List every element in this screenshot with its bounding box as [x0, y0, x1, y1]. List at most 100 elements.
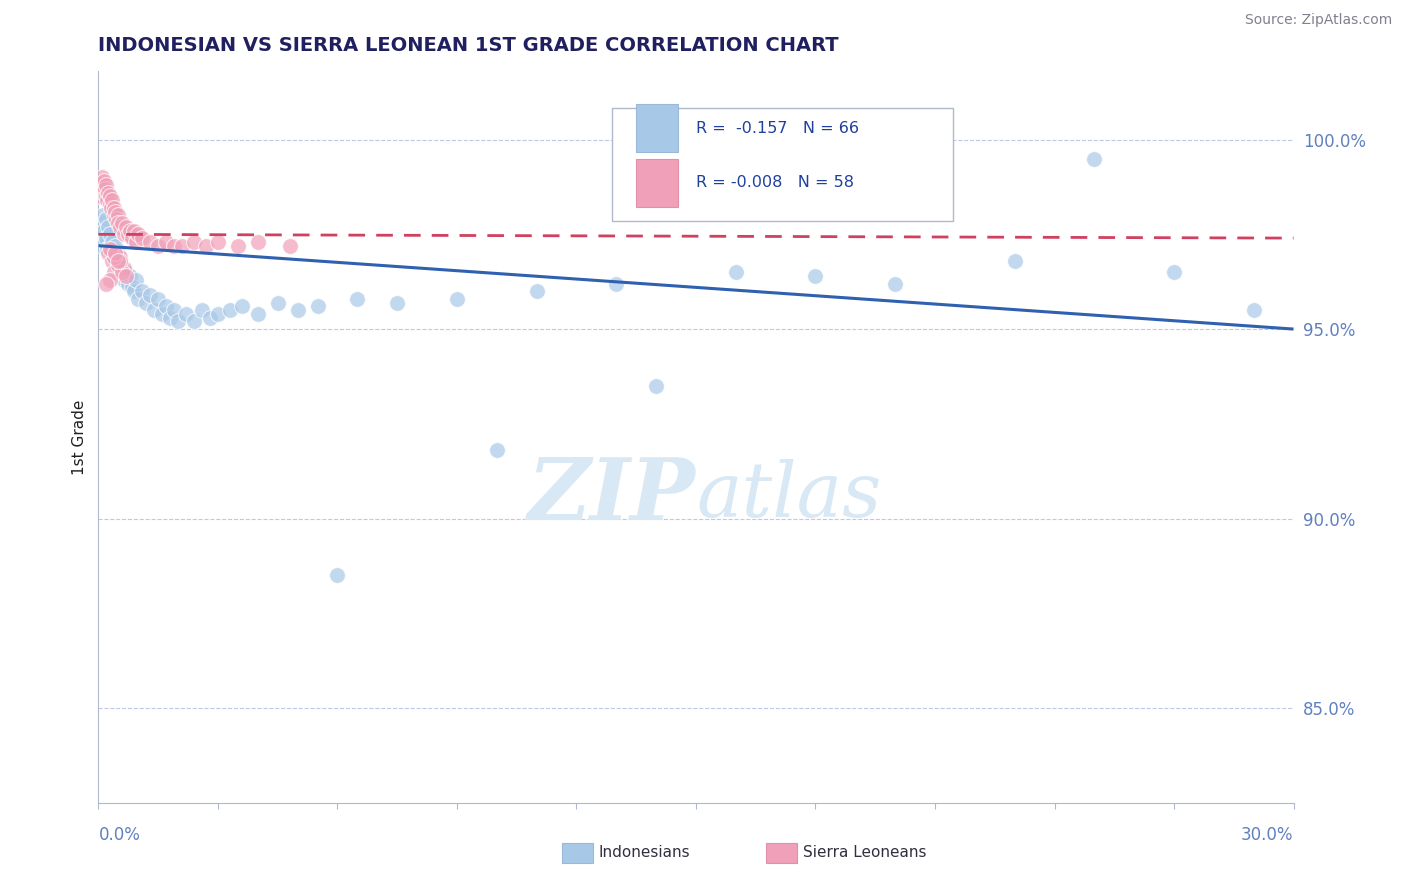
Point	[103, 201, 125, 215]
Point	[91, 186, 114, 200]
Point	[100, 201, 122, 215]
Point	[246, 235, 269, 249]
Text: 30.0%: 30.0%	[1241, 825, 1294, 844]
Point	[605, 277, 627, 291]
Point	[89, 189, 111, 203]
Point	[112, 261, 135, 276]
Point	[91, 208, 114, 222]
Point	[91, 170, 114, 185]
Point	[191, 303, 214, 318]
Text: ZIP: ZIP	[529, 454, 696, 537]
Point	[110, 250, 132, 264]
Point	[104, 238, 127, 252]
Point	[98, 238, 121, 252]
Point	[127, 292, 149, 306]
Text: 0.0%: 0.0%	[98, 825, 141, 844]
Point	[231, 299, 253, 313]
Point	[97, 246, 120, 260]
Point	[107, 253, 129, 268]
Point	[103, 265, 125, 279]
Point	[267, 295, 290, 310]
Point	[93, 223, 115, 237]
Point	[246, 307, 269, 321]
Point	[94, 189, 117, 203]
Point	[104, 246, 127, 260]
Point	[148, 238, 170, 252]
Point	[121, 280, 143, 294]
Point	[101, 253, 124, 268]
Point	[105, 246, 128, 260]
Point	[804, 268, 827, 283]
Point	[385, 295, 409, 310]
Point	[110, 253, 132, 268]
Point	[97, 186, 120, 200]
Point	[131, 284, 153, 298]
FancyBboxPatch shape	[636, 159, 678, 207]
Point	[98, 273, 122, 287]
Point	[226, 238, 249, 252]
Point	[724, 265, 747, 279]
Point	[884, 277, 907, 291]
Point	[112, 273, 135, 287]
Point	[112, 227, 135, 242]
Point	[207, 307, 229, 321]
Point	[117, 277, 139, 291]
FancyBboxPatch shape	[636, 104, 678, 152]
Text: INDONESIAN VS SIERRA LEONEAN 1ST GRADE CORRELATION CHART: INDONESIAN VS SIERRA LEONEAN 1ST GRADE C…	[98, 36, 839, 54]
Point	[1243, 303, 1265, 318]
Point	[94, 212, 117, 227]
Text: atlas: atlas	[696, 458, 882, 533]
Point	[107, 246, 129, 260]
Point	[105, 212, 128, 227]
Point	[101, 193, 124, 207]
Point	[307, 299, 329, 313]
Point	[346, 292, 368, 306]
Point	[96, 243, 118, 257]
Point	[111, 265, 134, 279]
Point	[107, 216, 129, 230]
Point	[125, 273, 148, 287]
Point	[103, 243, 125, 257]
Text: R = -0.008   N = 58: R = -0.008 N = 58	[696, 176, 853, 190]
Point	[1083, 152, 1105, 166]
Point	[155, 235, 177, 249]
Point	[107, 258, 129, 272]
Point	[645, 379, 668, 393]
Point	[97, 219, 120, 234]
Point	[526, 284, 548, 298]
Point	[278, 238, 301, 252]
Point	[111, 265, 134, 279]
Point	[287, 303, 309, 318]
Point	[115, 219, 138, 234]
Point	[172, 238, 194, 252]
Point	[139, 288, 162, 302]
Point	[183, 314, 205, 328]
Point	[1004, 253, 1026, 268]
Point	[98, 189, 122, 203]
Text: Source: ZipAtlas.com: Source: ZipAtlas.com	[1244, 13, 1392, 28]
Point	[183, 235, 205, 249]
Point	[98, 227, 122, 242]
Point	[110, 219, 132, 234]
Point	[93, 174, 115, 188]
Point	[1163, 265, 1185, 279]
Point	[127, 227, 149, 242]
Point	[111, 216, 134, 230]
Text: Sierra Leoneans: Sierra Leoneans	[803, 846, 927, 860]
Point	[143, 303, 166, 318]
Point	[150, 307, 173, 321]
Y-axis label: 1st Grade: 1st Grade	[72, 400, 87, 475]
Point	[120, 268, 142, 283]
Point	[105, 253, 128, 268]
Point	[207, 235, 229, 249]
Point	[326, 568, 349, 582]
Point	[110, 261, 132, 276]
Point	[155, 299, 177, 313]
Point	[90, 178, 112, 192]
Point	[446, 292, 468, 306]
Point	[139, 235, 162, 249]
Point	[96, 231, 118, 245]
Point	[101, 235, 124, 249]
Point	[167, 314, 190, 328]
Point	[125, 235, 148, 249]
